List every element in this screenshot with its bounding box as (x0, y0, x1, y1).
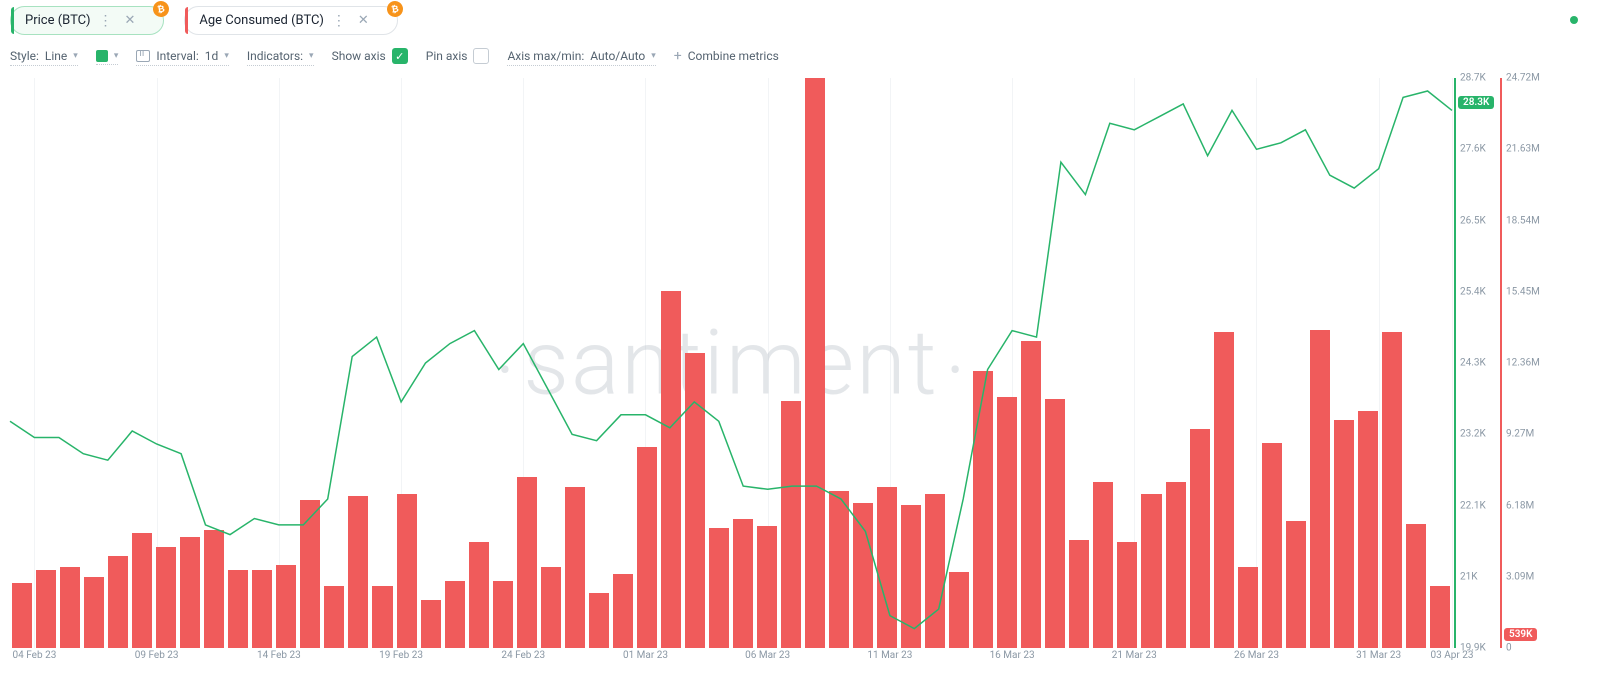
indicators-selector[interactable]: Indicators: ▾ (247, 49, 314, 66)
y-age-tick: 24.72M (1506, 73, 1540, 84)
close-icon[interactable]: ✕ (124, 13, 135, 28)
y-age-tick: 21.63M (1506, 144, 1540, 155)
style-value: Line (45, 49, 67, 63)
x-axis: 04 Feb 23 09 Feb 23 14 Feb 23 19 Feb 23 24 F… (10, 650, 1452, 670)
y-price-tick: 23.2K (1460, 429, 1486, 440)
y-age-tick: 6.18M (1506, 500, 1534, 511)
show-axis-label: Show axis (332, 49, 386, 63)
x-tick-label: 16 Mar 23 (990, 650, 1035, 661)
x-tick-label: 24 Feb 23 (501, 650, 545, 661)
gridline (1452, 78, 1453, 648)
metric-tab-price[interactable]: Price (BTC) ⋮ ✕ ₿ (10, 6, 164, 35)
axis-accent (1500, 78, 1502, 648)
btc-badge-icon: ₿ (385, 0, 404, 18)
y-price-tick: 24.3K (1460, 358, 1486, 369)
interval-label: Interval: (156, 49, 198, 63)
y-price-tick: 25.4K (1460, 286, 1486, 297)
plus-icon: + (674, 48, 682, 64)
style-selector[interactable]: Style: Line ▾ (10, 49, 78, 66)
x-tick-label: 03 Apr 23 (1431, 650, 1474, 661)
axis-minmax-selector[interactable]: Axis max/min: Auto/Auto ▾ (507, 49, 655, 66)
x-tick-label: 11 Mar 23 (867, 650, 912, 661)
show-axis-toggle[interactable]: Show axis ✓ (332, 48, 408, 66)
interval-value: 1d (205, 49, 219, 63)
y-price-tick: 27.6K (1460, 144, 1486, 155)
axis-accent (1454, 78, 1456, 648)
x-tick-label: 19 Feb 23 (379, 650, 423, 661)
checkbox-checked-icon: ✓ (392, 48, 408, 64)
x-tick-label: 31 Mar 23 (1356, 650, 1401, 661)
chevron-down-icon: ▾ (309, 51, 314, 61)
chevron-down-icon: ▾ (651, 51, 656, 61)
tab-accent (11, 7, 14, 34)
kebab-menu-icon[interactable]: ⋮ (332, 14, 346, 28)
tab-label: Age Consumed (BTC) (199, 13, 323, 28)
y-axis-price: 28.7K27.6K26.5K25.4K24.3K23.2K22.1K21K19… (1454, 78, 1498, 648)
color-swatch-icon (96, 50, 108, 62)
axis-minmax-label: Axis max/min: (507, 49, 584, 63)
checkbox-unchecked-icon (473, 48, 489, 64)
x-tick-label: 14 Feb 23 (257, 650, 301, 661)
y-age-tick: 18.54M (1506, 215, 1540, 226)
chart-toolbar: Style: Line ▾ ▾ Interval: 1d ▾ Indicator… (10, 48, 779, 66)
tab-label: Price (BTC) (25, 13, 90, 28)
y-age-tick: 12.36M (1506, 358, 1540, 369)
chevron-down-icon: ▾ (114, 51, 119, 61)
pin-axis-label: Pin axis (426, 49, 468, 63)
interval-selector[interactable]: Interval: 1d ▾ (136, 49, 228, 66)
interval-icon (136, 50, 150, 62)
y-price-tick: 22.1K (1460, 500, 1486, 511)
chevron-down-icon: ▾ (73, 51, 78, 61)
x-tick-label: 26 Mar 23 (1234, 650, 1279, 661)
price-line (10, 78, 1452, 648)
y-price-tick: 28.7K (1460, 73, 1486, 84)
live-age-badge: 539K (1504, 628, 1537, 641)
x-tick-label: 21 Mar 23 (1112, 650, 1157, 661)
btc-badge-icon: ₿ (152, 0, 171, 18)
combine-metrics-button[interactable]: + Combine metrics (674, 48, 779, 66)
chevron-down-icon: ▾ (224, 51, 229, 61)
y-axis-age: 24.72M21.63M18.54M15.45M12.36M9.27M6.18M… (1500, 78, 1550, 648)
tab-accent (185, 7, 188, 34)
chart-container: •santiment• 28.7K27.6K26.5K25.4K24.3K23.… (10, 78, 1590, 670)
x-tick-label: 01 Mar 23 (623, 650, 668, 661)
style-label: Style: (10, 49, 39, 63)
metric-tabs: Price (BTC) ⋮ ✕ ₿ Age Consumed (BTC) ⋮ ✕… (10, 6, 398, 35)
y-price-tick: 26.5K (1460, 215, 1486, 226)
x-tick-label: 09 Feb 23 (135, 650, 179, 661)
metric-tab-age[interactable]: Age Consumed (BTC) ⋮ ✕ ₿ (184, 6, 397, 35)
combine-label: Combine metrics (688, 49, 779, 63)
connection-status-indicator (1570, 16, 1578, 24)
live-price-badge: 28.3K (1458, 96, 1494, 109)
y-age-tick: 9.27M (1506, 429, 1534, 440)
y-price-tick: 21K (1460, 571, 1478, 582)
axis-minmax-value: Auto/Auto (590, 49, 645, 63)
x-tick-label: 04 Feb 23 (13, 650, 57, 661)
y-age-tick: 0 (1506, 643, 1512, 654)
close-icon[interactable]: ✕ (358, 13, 369, 28)
plot-area[interactable]: •santiment• (10, 78, 1452, 648)
indicators-label: Indicators: (247, 49, 303, 63)
y-age-tick: 3.09M (1506, 571, 1534, 582)
y-age-tick: 15.45M (1506, 286, 1540, 297)
kebab-menu-icon[interactable]: ⋮ (98, 14, 112, 28)
x-tick-label: 06 Mar 23 (745, 650, 790, 661)
color-selector[interactable]: ▾ (96, 50, 119, 65)
pin-axis-toggle[interactable]: Pin axis (426, 48, 490, 66)
